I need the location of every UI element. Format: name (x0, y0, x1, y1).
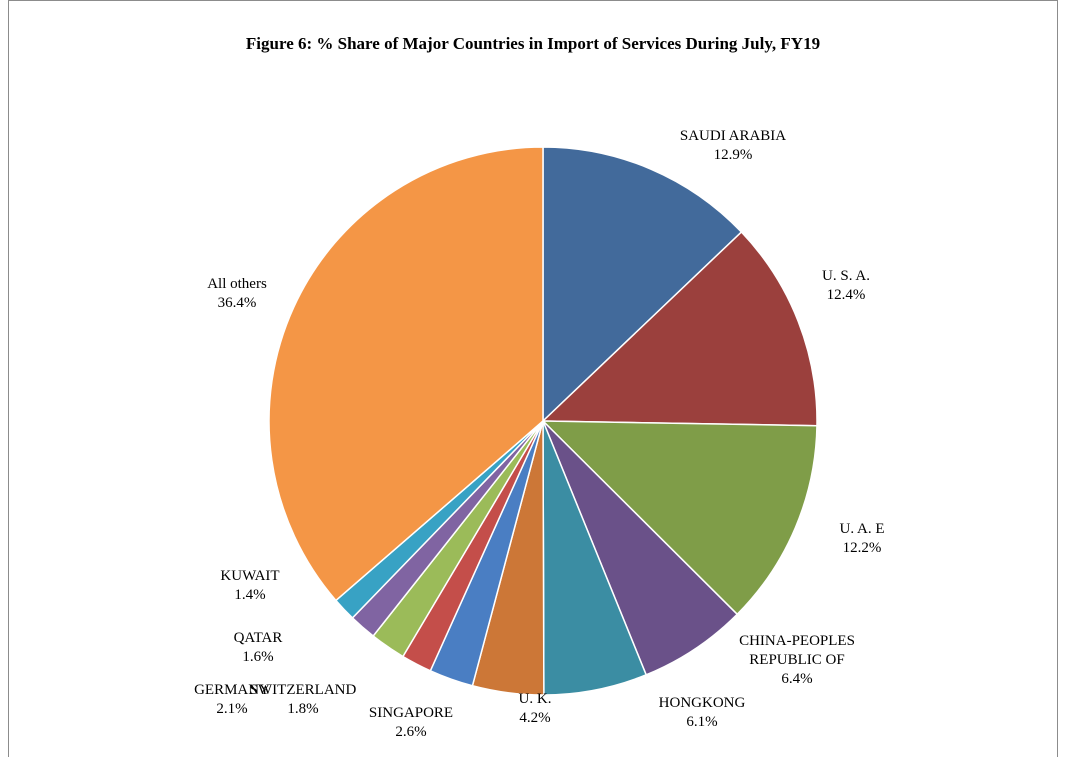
slice-label-qatar: QATAR 1.6% (234, 630, 283, 665)
slice-label-all-others: All others 36.4% (207, 276, 267, 311)
slice-label-hongkong: HONGKONG 6.1% (659, 695, 746, 730)
slice-label-u-k: U. K. 4.2% (519, 691, 552, 726)
slice-label-china-peoples-republic-of: CHINA-PEOPLES REPUBLIC OF 6.4% (739, 633, 855, 687)
pie-slice-all-others (268, 146, 544, 602)
slice-label-u-s-a: U. S. A. 12.4% (822, 268, 870, 303)
pie-slice-u-a-e (541, 420, 818, 616)
slice-label-singapore: SINGAPORE 2.6% (369, 705, 453, 740)
chart-title: Figure 6: % Share of Major Countries in … (245, 34, 821, 53)
slice-label-kuwait: KUWAIT 1.4% (220, 568, 279, 603)
slice-label-germany: GERMANY 2.1% (194, 682, 270, 717)
pie-slice-saudi-arabia (542, 146, 743, 423)
slice-label-saudi-arabia: SAUDI ARABIA 12.9% (680, 128, 786, 163)
slice-label-u-a-e: U. A. E 12.2% (840, 521, 885, 556)
slice-label-switzerland: SWITZERLAND 1.8% (250, 682, 357, 717)
pie-slice-u-s-a (541, 230, 818, 427)
